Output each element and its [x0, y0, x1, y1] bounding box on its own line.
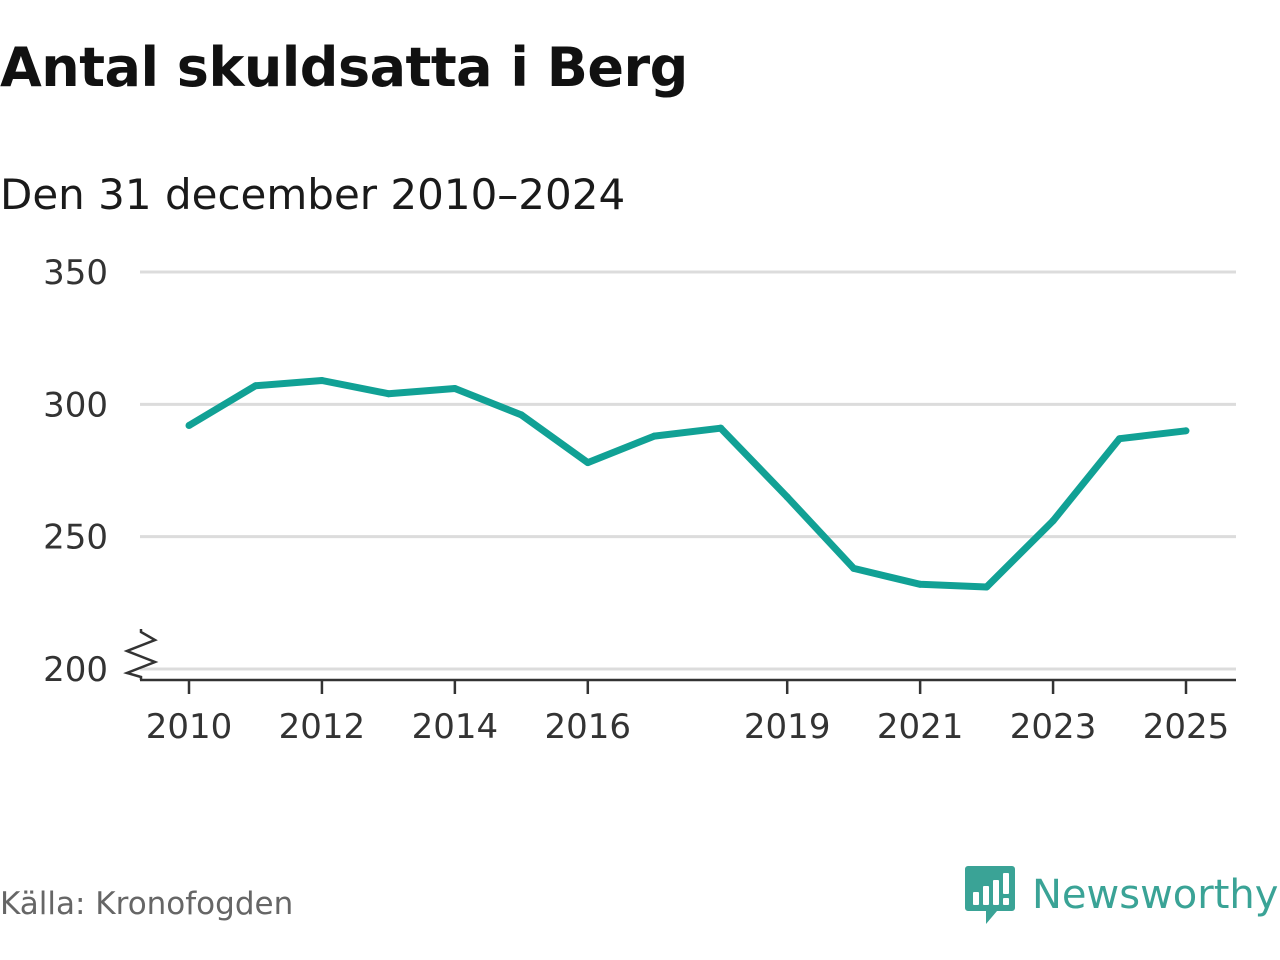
x-tick-label-2019: 2019	[744, 707, 831, 747]
x-tick-label-2016: 2016	[545, 707, 632, 747]
data-point-2016	[584, 459, 592, 467]
data-point-2025	[1182, 427, 1190, 435]
brand-logo: Newsworthy	[964, 862, 1278, 928]
data-point-2014	[451, 384, 459, 392]
data-point-2024	[1116, 435, 1124, 443]
x-tick-label-2012: 2012	[279, 707, 366, 747]
data-point-2019	[783, 493, 791, 501]
data-point-2015	[517, 411, 525, 419]
data-point-2011	[251, 382, 259, 390]
data-point-2023	[1049, 517, 1057, 525]
x-tick-label-2025: 2025	[1143, 707, 1230, 747]
source-note: Källa: Kronofogden	[0, 886, 294, 922]
data-point-2020	[850, 564, 858, 572]
data-point-2017	[650, 432, 658, 440]
series-line-0	[187, 377, 1187, 591]
grid-lines	[140, 270, 1236, 671]
tick-labels: 200 250 300 350 2010 2012 2014 2016 2019 2021 2023…	[43, 253, 1229, 747]
axes	[123, 629, 1236, 694]
data-point-2012	[318, 377, 326, 385]
data-point-2013	[384, 390, 392, 398]
brand-name: Newsworthy	[1032, 872, 1279, 918]
chart-title: Antal skuldsatta i Berg	[0, 36, 688, 99]
data-point-2010	[185, 422, 193, 430]
y-tick-label-350: 350	[43, 253, 108, 293]
x-tick-label-2014: 2014	[412, 707, 499, 747]
newsworthy-logo-icon	[965, 866, 1015, 924]
x-tick-label-2023: 2023	[1010, 707, 1097, 747]
y-tick-label-250: 250	[43, 518, 108, 558]
y-tick-label-200: 200	[43, 650, 108, 690]
x-tick-label-2010: 2010	[146, 707, 233, 747]
data-series	[185, 377, 1190, 591]
data-point-2022	[983, 583, 991, 591]
data-point-2021	[916, 580, 924, 588]
y-axis-break	[123, 629, 159, 680]
x-tick-label-2021: 2021	[877, 707, 964, 747]
y-tick-label-300: 300	[43, 385, 108, 425]
data-point-2018	[717, 424, 725, 432]
chart-subtitle: Den 31 december 2010–2024	[0, 170, 626, 219]
